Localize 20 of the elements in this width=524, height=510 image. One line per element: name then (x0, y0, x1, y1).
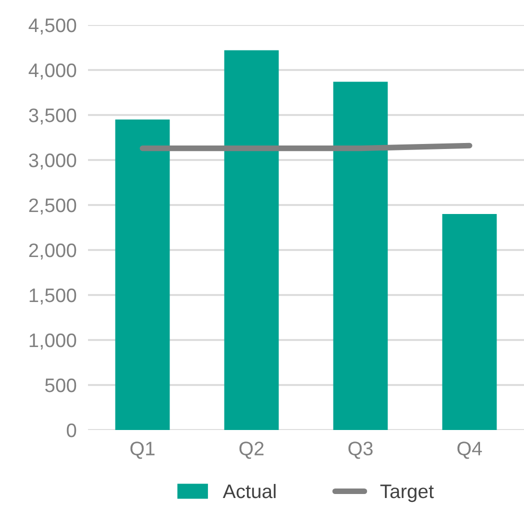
legend-label: Target (380, 484, 434, 502)
legend-label: Actual (222, 484, 276, 498)
y-tick-label: 2,500 (29, 198, 76, 215)
y-tick-label: 3,000 (28, 153, 76, 170)
y-tick-label: 4,000 (28, 63, 76, 80)
y-tick-label: 1,000 (30, 333, 76, 350)
bar (442, 214, 497, 430)
bar (333, 82, 388, 430)
bar (224, 50, 279, 430)
y-tick-label: 3,500 (28, 108, 76, 125)
y-tick-label: 2,000 (29, 243, 76, 260)
x-tick-label: Q1 (130, 442, 155, 459)
y-tick-label: 1,500 (30, 288, 76, 305)
y-tick-label: 0 (66, 423, 76, 438)
x-tick-label: Q4 (457, 442, 482, 459)
bar (115, 120, 170, 430)
y-tick-label: 4,500 (28, 18, 76, 35)
y-tick-label: 500 (45, 378, 76, 392)
x-tick-label: Q3 (348, 442, 373, 459)
x-tick-label: Q2 (239, 442, 264, 459)
